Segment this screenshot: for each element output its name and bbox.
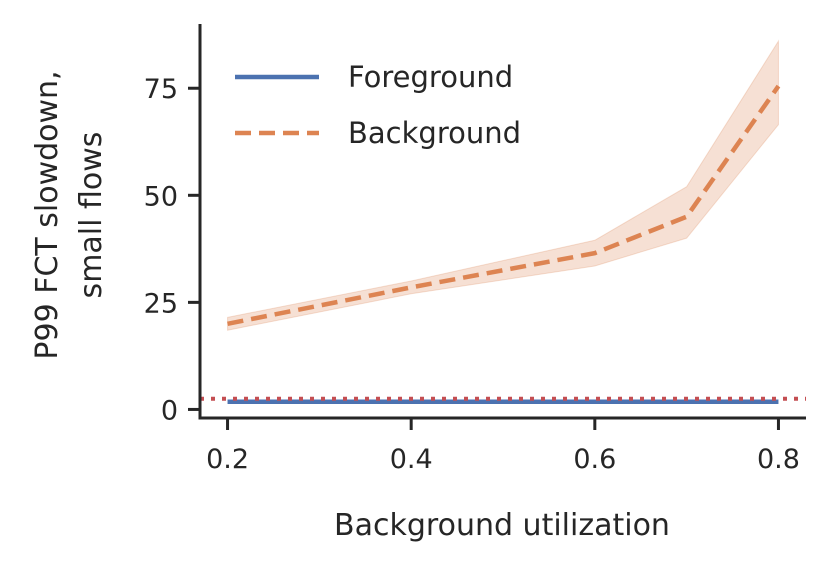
- y-axis-title-line-1: P99 FCT slowdown,: [30, 70, 65, 359]
- y-tick-label: 50: [144, 181, 178, 212]
- plot-area: [200, 39, 806, 404]
- series-line-2: [227, 84, 781, 326]
- x-tick-label: 0.8: [757, 444, 800, 475]
- x-axis-title: Background utilization: [334, 508, 670, 543]
- y-axis-title-line-2: small flows: [74, 132, 109, 299]
- series-band-2: [227, 39, 779, 331]
- legend: Foreground Background: [235, 60, 521, 150]
- x-tick-label: 0.4: [390, 444, 433, 475]
- y-tick-label: 75: [144, 74, 178, 105]
- axes: 0.2 0.4 0.6 0.8 0 25 50 75: [144, 24, 806, 475]
- y-tick-label: 25: [144, 288, 178, 319]
- legend-label-1: Foreground: [348, 60, 513, 94]
- y-tick-label: 0: [161, 395, 178, 426]
- legend-label-2: Background: [348, 116, 521, 150]
- x-tick-label: 0.6: [573, 444, 616, 475]
- x-tick-label: 0.2: [206, 444, 249, 475]
